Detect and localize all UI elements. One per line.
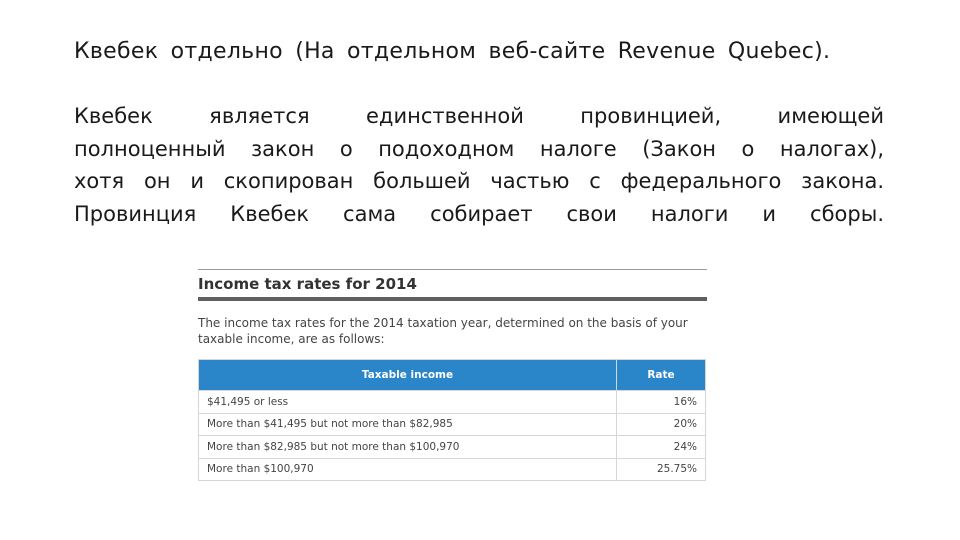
income-cell: More than $100,970 bbox=[198, 457, 617, 481]
body-line: Провинция Квебек сама собирает свои нало… bbox=[74, 201, 884, 226]
heading-divider bbox=[198, 297, 707, 301]
income-cell: More than $82,985 but not more than $100… bbox=[198, 435, 617, 459]
body-line: полноценный закон о подоходном налоге (З… bbox=[74, 136, 884, 161]
rate-cell: 16% bbox=[616, 390, 706, 414]
column-header-rate: Rate bbox=[616, 359, 706, 391]
top-divider bbox=[198, 269, 707, 270]
table-row: More than $100,970 25.75% bbox=[198, 457, 706, 481]
tax-rates-table: Taxable income Rate $41,495 or less 16% … bbox=[198, 359, 706, 481]
table-row: $41,495 or less 16% bbox=[198, 390, 706, 414]
tax-rates-screenshot: Income tax rates for 2014 The income tax… bbox=[198, 269, 707, 481]
income-cell: More than $41,495 but not more than $82,… bbox=[198, 412, 617, 436]
column-header-taxable-income: Taxable income bbox=[198, 359, 617, 391]
rate-cell: 20% bbox=[616, 412, 706, 436]
income-cell: $41,495 or less bbox=[198, 390, 617, 414]
slide-body-paragraph: Квебек является единственной провинцией,… bbox=[74, 100, 884, 230]
rate-cell: 24% bbox=[616, 435, 706, 459]
body-line: хотя он и скопирован большей частью с фе… bbox=[74, 169, 884, 193]
table-row: More than $82,985 but not more than $100… bbox=[198, 435, 706, 459]
tax-rates-heading: Income tax rates for 2014 bbox=[198, 275, 417, 293]
tax-rates-intro: The income tax rates for the 2014 taxati… bbox=[198, 316, 688, 346]
table-row: More than $41,495 but not more than $82,… bbox=[198, 412, 706, 436]
slide-title: Квебек отдельно (На отдельном веб-сайте … bbox=[74, 39, 831, 64]
body-line: Квебек является единственной провинцией,… bbox=[74, 104, 884, 128]
rate-cell: 25.75% bbox=[616, 457, 706, 481]
table-header-row: Taxable income Rate bbox=[198, 359, 706, 391]
